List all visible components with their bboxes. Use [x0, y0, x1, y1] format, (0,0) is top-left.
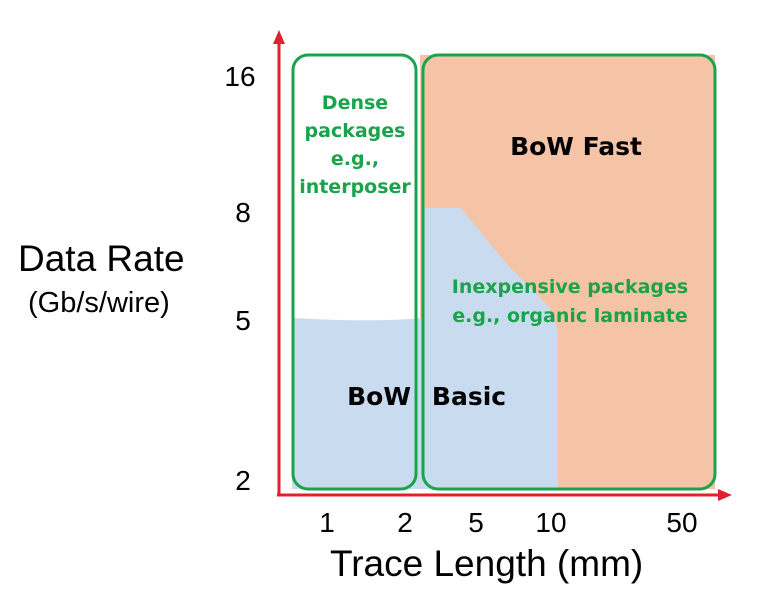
label-line: Inexpensive packages: [452, 276, 688, 298]
x-tick-label: 10: [535, 507, 566, 538]
x-axis-title: Trace Length (mm): [330, 543, 644, 584]
label-line: packages: [305, 120, 406, 142]
y-axis-title: Data Rate: [18, 238, 185, 279]
x-axis-arrowhead: [718, 489, 732, 501]
x-tick-label: 2: [397, 507, 413, 538]
y-tick-label: 16: [224, 61, 255, 92]
bow-basic-region: [292, 208, 558, 489]
dense-packages-label: Dense packages e.g., interposer: [299, 92, 411, 198]
bow-fast-label: BoW Fast: [510, 132, 642, 161]
label-line: interposer: [299, 176, 411, 198]
x-tick-label: 50: [666, 507, 697, 538]
y-tick-label: 2: [235, 465, 251, 496]
y-tick-label: 5: [235, 305, 251, 336]
x-tick-label: 1: [319, 507, 335, 538]
bow-basic-label-left: BoW: [347, 382, 411, 411]
label-line: e.g.,: [331, 148, 379, 170]
y-axis-unit: (Gb/s/wire): [28, 287, 170, 319]
x-tick-label: 5: [468, 507, 484, 538]
inexpensive-packages-label: Inexpensive packages e.g., organic lamina…: [452, 276, 688, 327]
bow-basic-label-right: Basic: [432, 382, 506, 411]
y-tick-label: 8: [235, 197, 251, 228]
label-line: Dense: [322, 92, 388, 114]
dense-packages-box: [291, 53, 418, 491]
inexpensive-packages-box: [421, 53, 717, 491]
label-line: e.g., organic laminate: [452, 305, 687, 327]
y-axis-arrowhead: [273, 30, 285, 44]
